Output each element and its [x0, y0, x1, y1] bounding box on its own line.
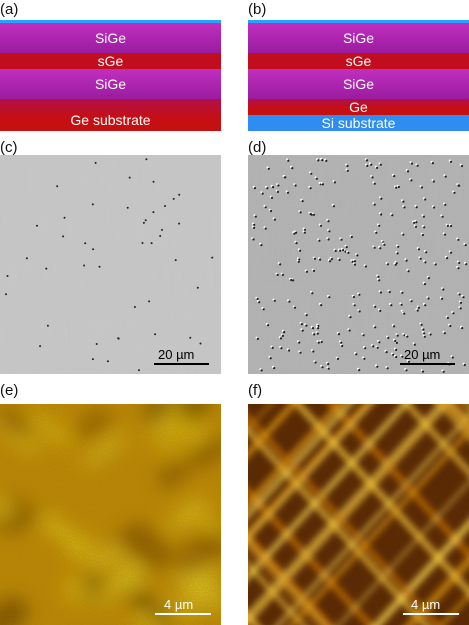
panel-b-label: (b)	[248, 1, 267, 18]
panel-a-label: (a)	[0, 1, 19, 18]
scale-bar-f-label: 4 µm	[411, 597, 441, 612]
scale-bar-c-line	[154, 363, 209, 365]
scale-bar-c-label: 20 µm	[158, 347, 195, 362]
micrograph-d	[248, 155, 469, 374]
panel-e-label: (e)	[0, 382, 19, 399]
layer-a-sge: sGe	[0, 53, 221, 69]
layer-b-sige-bottom: SiGe	[248, 69, 469, 99]
scale-bar-e-label: 4 µm	[164, 597, 194, 612]
scale-bar-d-label: 20 µm	[404, 347, 441, 362]
layer-b-sge: sGe	[248, 53, 469, 69]
layer-a-ge-substrate: Ge substrate	[0, 99, 221, 131]
afm-map-e	[0, 404, 221, 625]
cap-layer-a	[0, 20, 221, 23]
layer-a-sige-top: SiGe	[0, 23, 221, 53]
layer-stack-b: SiGe sGe SiGe Ge Si substrate	[248, 20, 469, 131]
scale-bar-d-line	[400, 363, 455, 365]
panel-f-label: (f)	[248, 382, 263, 399]
panel-c-label: (c)	[0, 139, 18, 156]
panel-d-label: (d)	[248, 139, 267, 156]
cap-layer-b	[248, 20, 469, 23]
scale-bar-e-line	[155, 613, 211, 615]
micrograph-c	[0, 155, 221, 374]
layer-b-sige-top: SiGe	[248, 23, 469, 53]
layer-b-si-substrate: Si substrate	[248, 115, 469, 131]
afm-map-f	[248, 404, 469, 625]
layer-a-sige-bottom: SiGe	[0, 69, 221, 99]
layer-b-ge: Ge	[248, 99, 469, 115]
scale-bar-f-line	[403, 613, 459, 615]
layer-stack-a: SiGe sGe SiGe Ge substrate	[0, 20, 221, 131]
